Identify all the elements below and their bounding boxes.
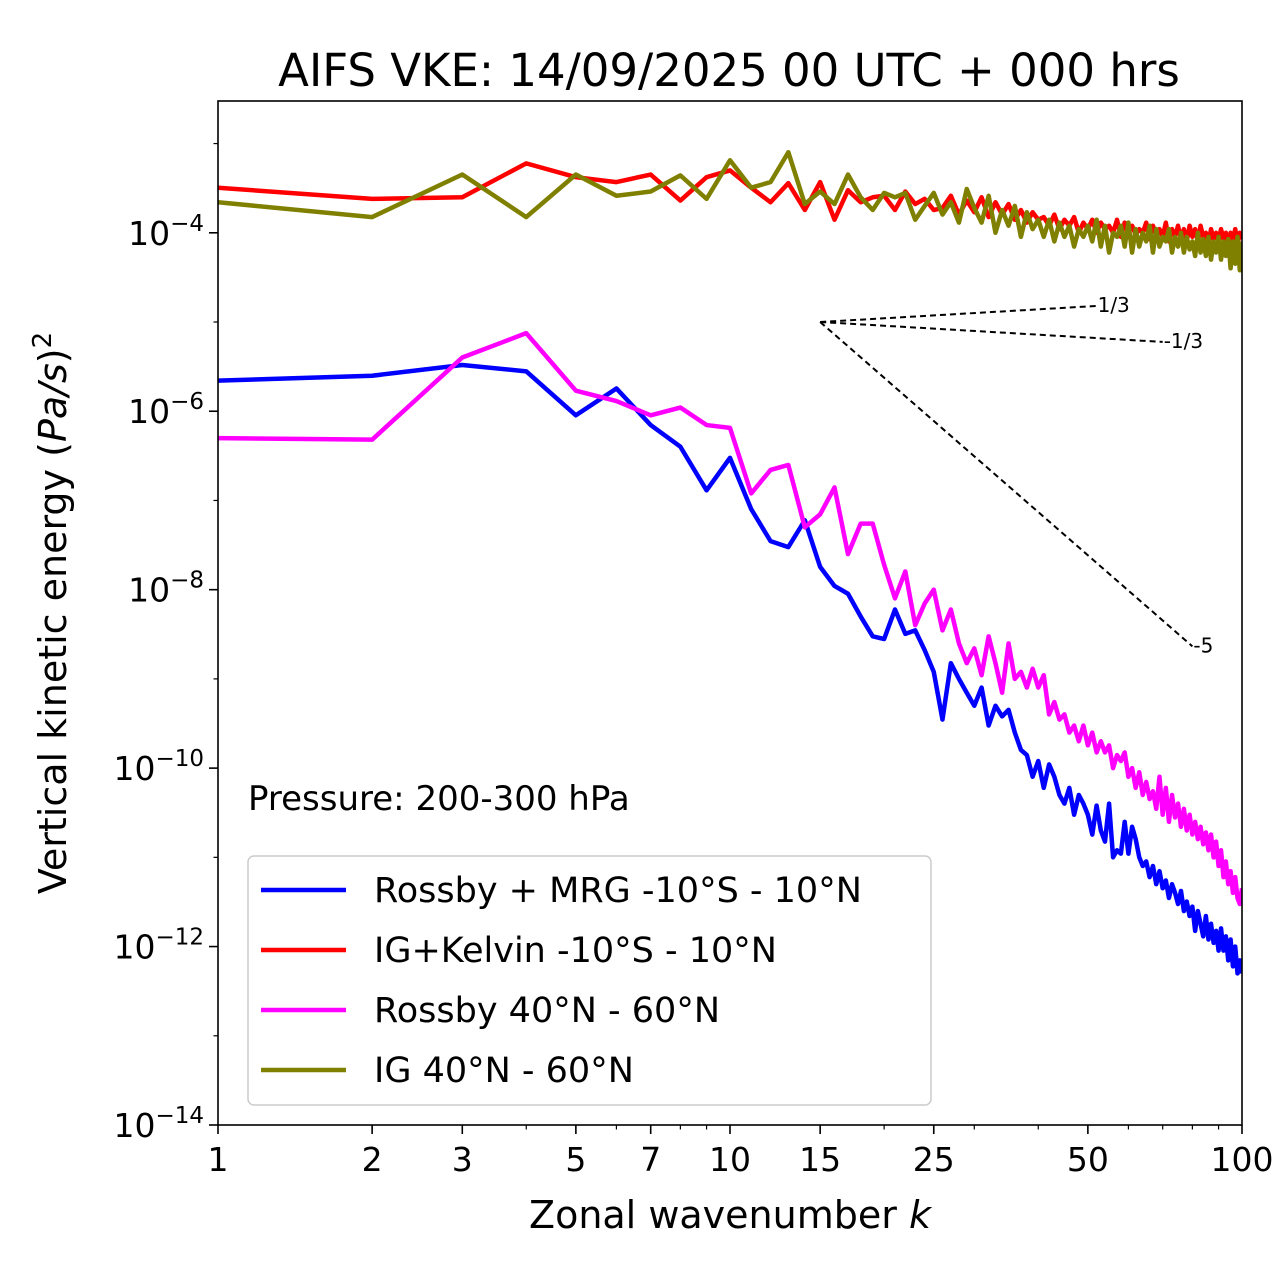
y-tick-label-3: 10−8 (128, 568, 204, 610)
x-tick-label-9: 100 (1211, 1140, 1274, 1179)
reference-label-0: 1/3 (1098, 293, 1130, 317)
legend-label-2: Rossby 40°N - 60°N (374, 991, 720, 1031)
series-lines (218, 149, 1242, 976)
pressure-annotation: Pressure: 200-300 hPa (248, 779, 630, 819)
x-tick-label-8: 50 (1067, 1140, 1109, 1179)
reference-line-0 (820, 304, 1097, 324)
reference-line-2 (819, 321, 1194, 648)
legend-label-3: IG 40°N - 60°N (374, 1051, 634, 1091)
reference-line-1 (820, 321, 1163, 343)
x-tick-label-5: 10 (709, 1140, 751, 1179)
reference-label-1: -1/3 (1164, 329, 1203, 353)
y-tick-label-4: 10−6 (128, 389, 204, 431)
x-axis-ticks: 1 2 3 5 7 10 15 25 50 100 (208, 1125, 1274, 1179)
series-line-2 (218, 330, 1242, 907)
legend-label-0: Rossby + MRG -10°S - 10°N (374, 871, 862, 911)
y-tick-label-5: 10−4 (128, 211, 204, 253)
series-line-0 (218, 362, 1242, 976)
y-tick-label-1: 10−12 (113, 925, 204, 967)
y-tick-label-0: 10−14 (113, 1103, 204, 1145)
reference-slope-lines: 1/3 -1/3 -5 (819, 293, 1213, 657)
legend: Rossby + MRG -10°S - 10°N IG+Kelvin -10°S… (247, 855, 932, 1106)
series-line-1 (218, 161, 1242, 247)
y-axis-label: Vertical kinetic energy (Pa/s)2 (28, 332, 75, 894)
y-tick-label-2: 10−10 (113, 746, 204, 788)
x-tick-label-2: 3 (452, 1140, 473, 1179)
legend-label-1: IG+Kelvin -10°S - 10°N (374, 931, 777, 971)
x-tick-label-6: 15 (799, 1140, 841, 1179)
reference-label-2: -5 (1193, 633, 1213, 657)
chart-title: AIFS VKE: 14/09/2025 00 UTC + 000 hrs (278, 44, 1180, 97)
legend-box (247, 855, 932, 1106)
y-axis-ticks: 10−14 10−12 10−10 10−8 10−6 10−4 (113, 142, 218, 1145)
x-tick-label-7: 25 (913, 1140, 955, 1179)
series-line-3 (218, 149, 1242, 273)
x-axis-label: Zonal wavenumber k (529, 1193, 933, 1237)
x-tick-label-3: 5 (565, 1140, 586, 1179)
x-tick-label-1: 2 (362, 1140, 383, 1179)
x-tick-label-0: 1 (208, 1140, 229, 1179)
x-tick-label-4: 7 (640, 1140, 661, 1179)
